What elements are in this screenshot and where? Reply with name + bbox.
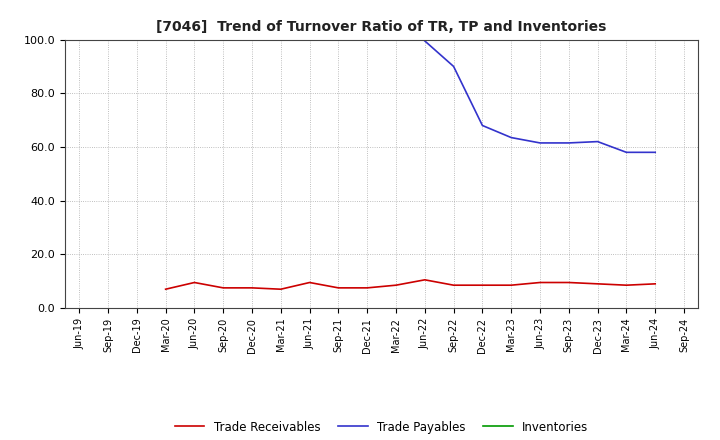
Trade Payables (420, 38, 429, 44)
Line: Trade Receivables: Trade Receivables (166, 280, 655, 289)
Trade Receivables (190, 280, 199, 285)
Title: [7046]  Trend of Turnover Ratio of TR, TP and Inventories: [7046] Trend of Turnover Ratio of TR, TP… (156, 20, 607, 34)
Trade Receivables (161, 286, 170, 292)
Trade Receivables (334, 285, 343, 290)
Trade Receivables (420, 277, 429, 282)
Trade Payables (478, 123, 487, 128)
Trade Receivables (219, 285, 228, 290)
Trade Receivables (622, 282, 631, 288)
Trade Receivables (651, 281, 660, 286)
Trade Receivables (593, 281, 602, 286)
Trade Receivables (363, 285, 372, 290)
Trade Payables (564, 140, 573, 146)
Line: Trade Payables: Trade Payables (425, 41, 655, 152)
Trade Receivables (478, 282, 487, 288)
Trade Receivables (507, 282, 516, 288)
Trade Receivables (564, 280, 573, 285)
Trade Receivables (276, 286, 285, 292)
Trade Payables (651, 150, 660, 155)
Trade Payables (536, 140, 544, 146)
Trade Receivables (248, 285, 256, 290)
Trade Payables (507, 135, 516, 140)
Trade Receivables (305, 280, 314, 285)
Trade Receivables (392, 282, 400, 288)
Trade Payables (622, 150, 631, 155)
Trade Payables (449, 64, 458, 69)
Trade Receivables (449, 282, 458, 288)
Legend: Trade Receivables, Trade Payables, Inventories: Trade Receivables, Trade Payables, Inven… (170, 416, 593, 438)
Trade Payables (593, 139, 602, 144)
Trade Receivables (536, 280, 544, 285)
